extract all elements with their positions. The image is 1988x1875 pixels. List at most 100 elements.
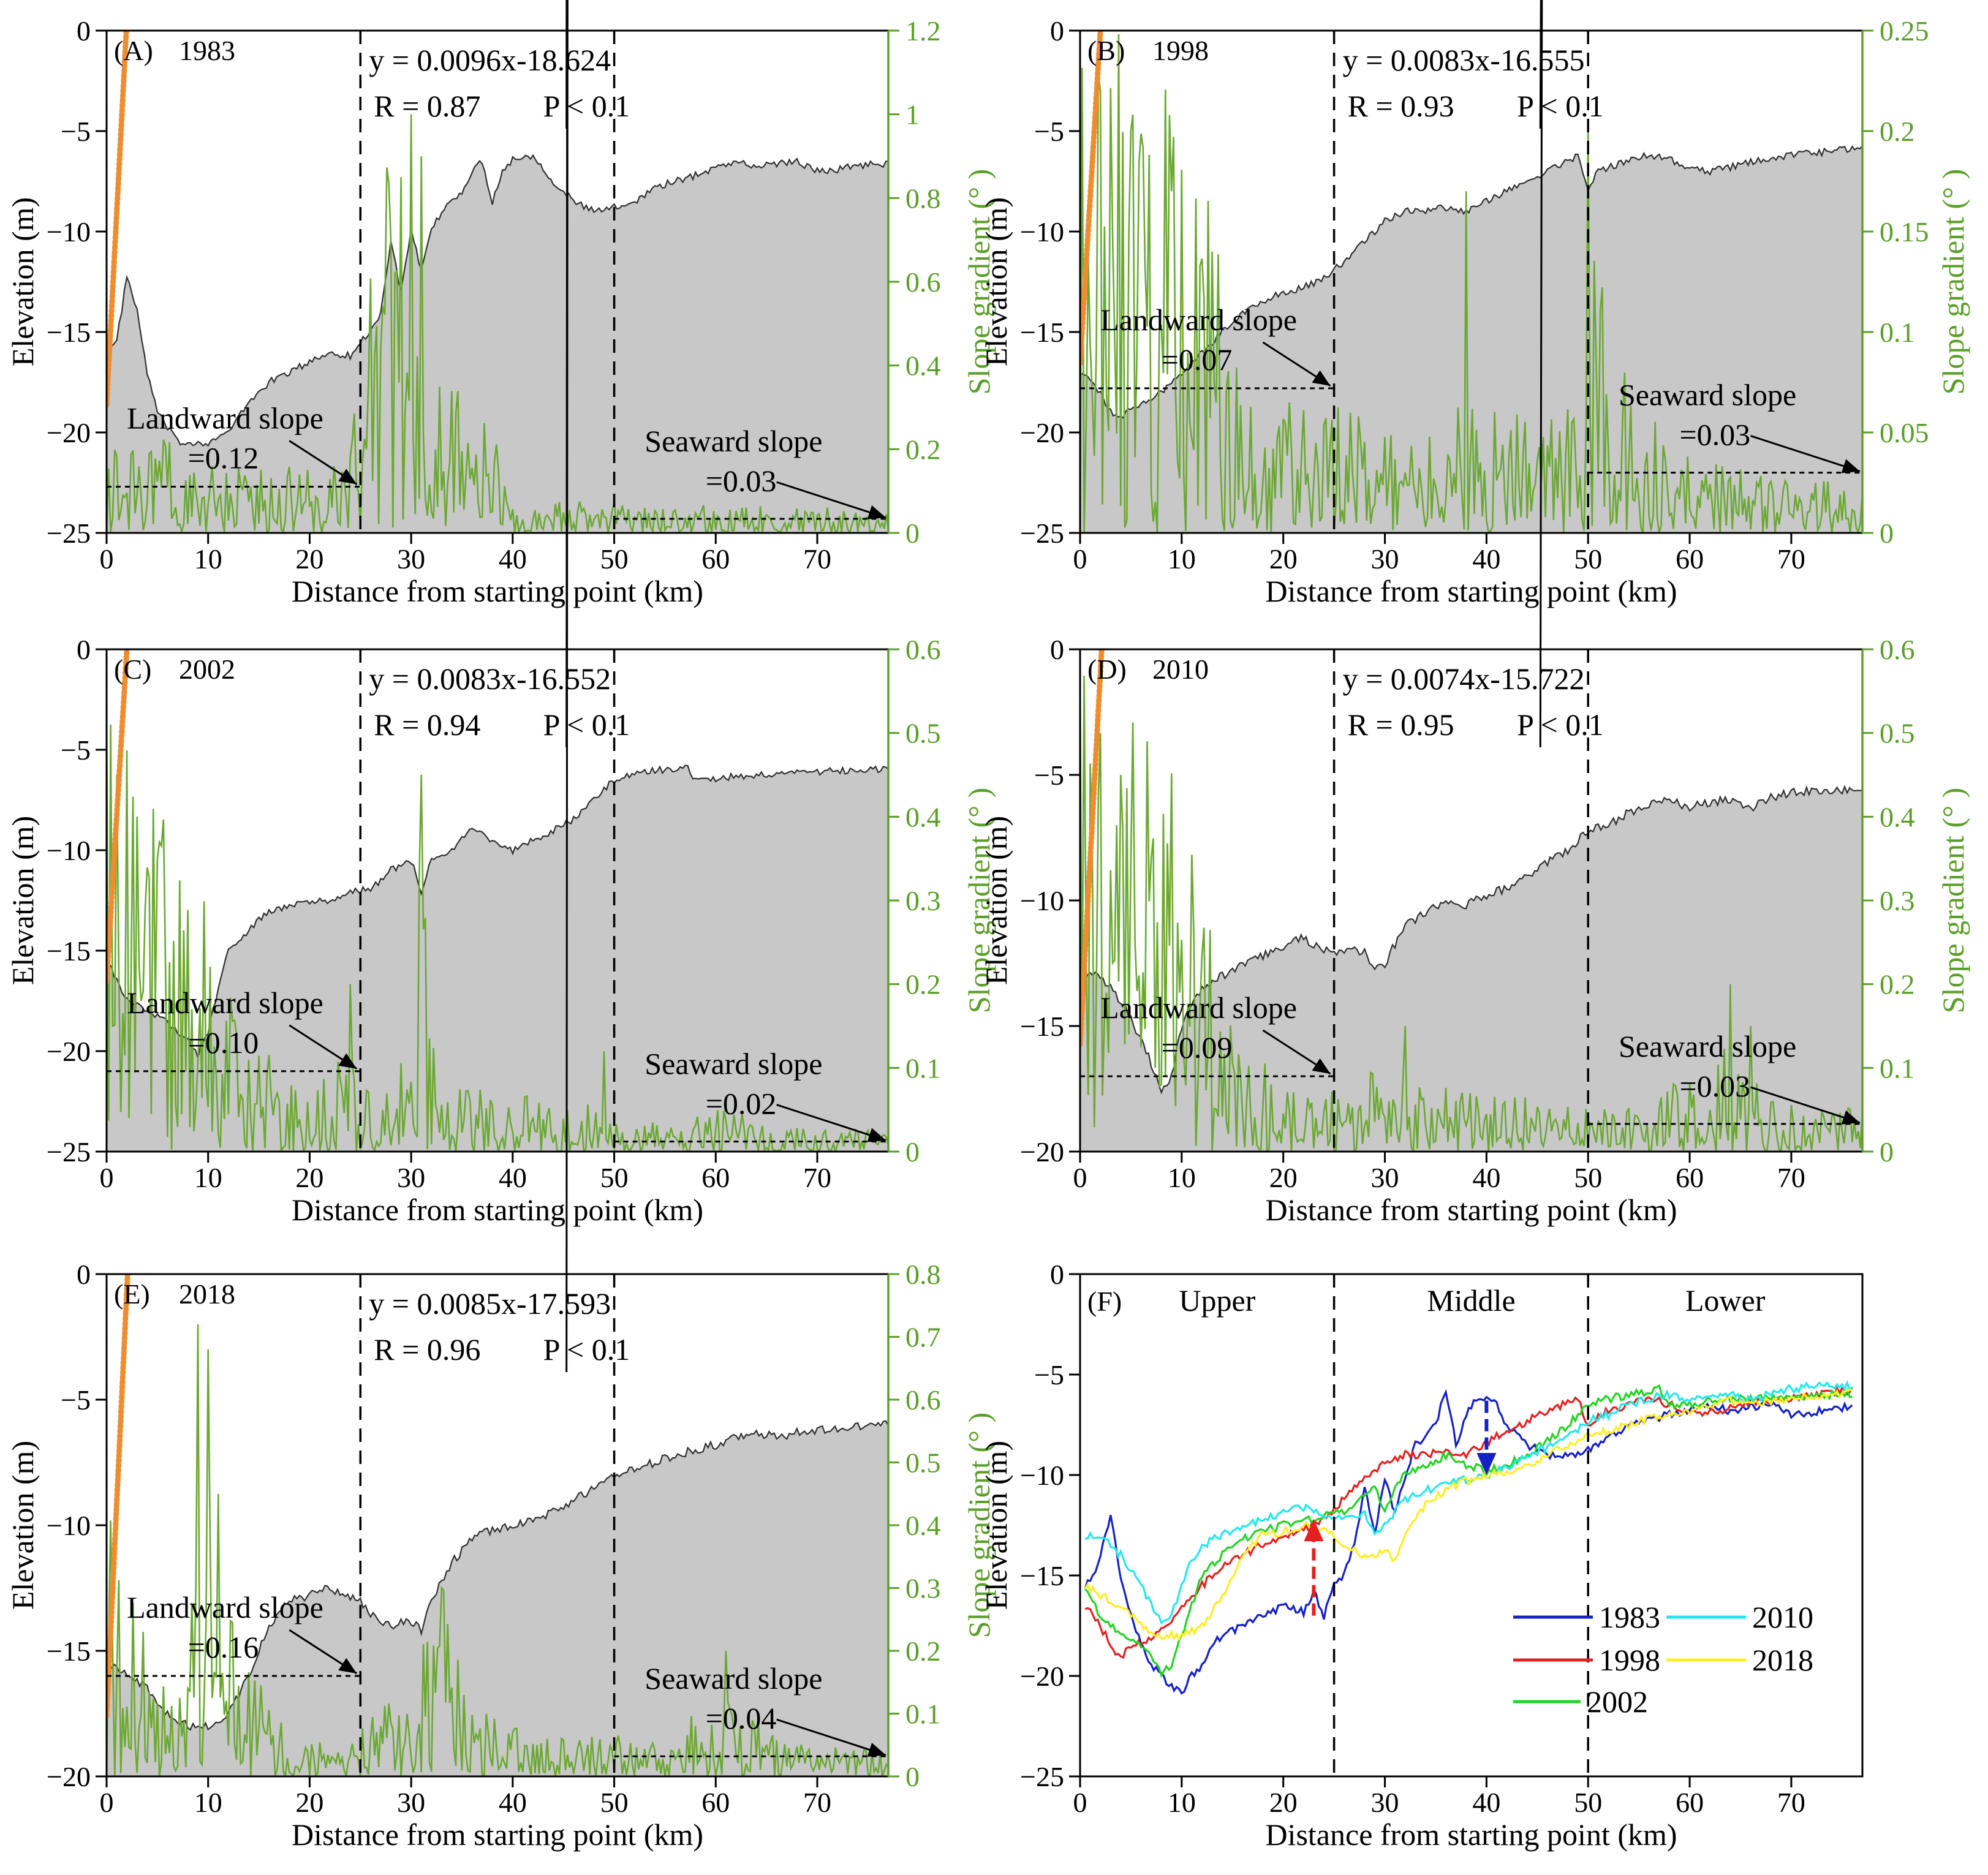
- y-tick-label: −25: [1020, 1761, 1064, 1792]
- x-tick-label: 70: [1777, 1162, 1805, 1193]
- x-tick-label: 70: [803, 1162, 831, 1193]
- y2-tick-label: 0.4: [905, 350, 941, 382]
- y-tick-label: −20: [47, 1036, 91, 1067]
- y2-tick-label: 0.2: [905, 969, 941, 1000]
- regression-equation: y = 0.0083x-16.552: [369, 662, 611, 696]
- slope-gradient-line: [1080, 676, 1862, 1152]
- x-tick-label: 50: [600, 1162, 629, 1193]
- y-tick-label: −20: [1020, 1661, 1064, 1692]
- y-tick-label: −15: [47, 317, 91, 348]
- y2-tick-label: 0.4: [1880, 801, 1915, 832]
- y2-axis-label: Slope gradient (° ): [962, 169, 996, 395]
- y-tick-label: −5: [61, 1384, 91, 1416]
- landward-arrow-head: [338, 469, 357, 485]
- seaward-slope-title: Seaward slope: [644, 1047, 822, 1081]
- seaward-slope-value: =0.03: [1679, 1069, 1750, 1103]
- y-tick-label: 0: [77, 634, 91, 665]
- elevation-area: [107, 1420, 888, 1776]
- seaward-arrow: [1750, 1086, 1861, 1124]
- y2-axis-label: Slope gradient (° ): [962, 788, 996, 1014]
- panel-label: (D): [1087, 654, 1127, 685]
- y2-tick-label: 0.5: [905, 718, 941, 749]
- y2-tick-label: 0.8: [905, 183, 941, 214]
- y-tick-label: 0: [77, 1259, 91, 1290]
- seaward-arrow: [776, 1104, 886, 1142]
- landward-arrow-head: [1312, 370, 1331, 386]
- slope-gradient-line: [107, 1324, 888, 1776]
- x-axis-label: Distance from starting point (km): [1265, 574, 1677, 608]
- x-tick-label: 50: [600, 543, 629, 575]
- panel-a: 0 10 20 30 40 50 60 70 0 −5 −10 −15 −20 −25 0 0.2 0.4 0.6…: [6, 0, 996, 608]
- regression-p: P < 0.1: [1517, 707, 1604, 742]
- regression-p: P < 0.1: [543, 89, 630, 123]
- x-tick-label: 10: [1168, 543, 1196, 575]
- plot-area: [1080, 31, 1862, 533]
- regression-p: P < 0.1: [543, 707, 630, 742]
- y-axis-label: Elevation (m): [979, 816, 1013, 985]
- y2-tick-label: 0.1: [905, 1699, 941, 1730]
- panel-b: 0 10 20 30 40 50 60 70 0 −5 −10 −15 −20 −25 0 0.05 0.1 0.…: [979, 0, 1970, 608]
- x-tick-label: 50: [1574, 1162, 1602, 1193]
- landward-slope-title: Landward slope: [127, 401, 323, 436]
- x-tick-label: 20: [1269, 543, 1298, 575]
- arrow_up-head: [1304, 1519, 1324, 1542]
- plot-frame: [1079, 1273, 1864, 1778]
- y2-axis-label: Slope gradient (° ): [1936, 788, 1970, 1014]
- x-tick-label: 60: [701, 1162, 730, 1193]
- x-axis-label: Distance from starting point (km): [292, 574, 703, 608]
- x-tick-label: 0: [100, 543, 114, 575]
- x-axis-label: Distance from starting point (km): [292, 1817, 703, 1852]
- y2-tick-label: 0.6: [905, 266, 941, 298]
- y2-tick-label: 0.6: [1880, 634, 1915, 665]
- x-tick-label: 60: [1676, 1162, 1704, 1193]
- x-axis-label: Distance from starting point (km): [292, 1193, 703, 1227]
- y2-tick-label: 0.2: [905, 1635, 941, 1667]
- y2-axis-label: Slope gradient (° ): [962, 1413, 996, 1639]
- y-tick-label: −25: [47, 518, 91, 549]
- slope-gradient-line: [1080, 34, 1862, 533]
- seaward-slope-title: Seaward slope: [1619, 378, 1796, 412]
- arrow_down-head: [1476, 1453, 1497, 1475]
- y2-tick-label: 0.2: [1880, 116, 1915, 147]
- x-tick-label: 10: [194, 1787, 222, 1818]
- landward-arrow-head: [338, 1658, 357, 1673]
- y-tick-label: −25: [1020, 518, 1064, 549]
- x-tick-label: 70: [1777, 1787, 1805, 1818]
- y2-tick-label: 0.15: [1880, 216, 1929, 247]
- y-tick-label: −5: [61, 116, 91, 147]
- y-axis-label: Elevation (m): [6, 1441, 40, 1610]
- y-tick-label: −10: [47, 216, 91, 247]
- x-tick-label: 0: [1073, 1787, 1087, 1818]
- seaward-slope-title: Seaward slope: [1619, 1029, 1796, 1063]
- panel-year: 2018: [179, 1278, 235, 1310]
- regression-r: R = 0.93: [1348, 89, 1454, 123]
- x-tick-label: 40: [499, 543, 527, 575]
- legend-label-2018: 2018: [1752, 1643, 1813, 1677]
- y2-tick-label: 1.2: [905, 15, 941, 47]
- x-tick-label: 30: [397, 543, 425, 575]
- y2-tick-label: 0: [1880, 1136, 1894, 1168]
- plot-area: [1080, 649, 1862, 1152]
- x-tick-label: 10: [1168, 1162, 1196, 1193]
- landward-slope-value: =0.10: [188, 1025, 259, 1060]
- landward-slope-title: Landward slope: [127, 986, 323, 1020]
- y2-tick-label: 0.3: [1880, 885, 1915, 916]
- landward-slope-value: =0.16: [188, 1630, 259, 1664]
- elevation-area: [107, 765, 888, 1152]
- y-tick-label: −15: [47, 935, 91, 967]
- x-tick-label: 20: [295, 1162, 323, 1193]
- y2-tick-label: 0.3: [905, 1573, 941, 1604]
- y-tick-label: −5: [1034, 116, 1064, 147]
- legend-label-1998: 1998: [1599, 1643, 1660, 1677]
- panel-e: 0 10 20 30 40 50 60 70 0 −5 −10 −15 −20 0 0.1 0.2 0.3 0.4…: [6, 0, 996, 1852]
- panel-label: (C): [114, 654, 151, 685]
- x-tick-label: 40: [1472, 1162, 1500, 1193]
- panel-year: 1983: [179, 35, 235, 66]
- x-axis-label: Distance from starting point (km): [1265, 1817, 1677, 1852]
- elevation-area: [107, 155, 888, 533]
- y2-tick-label: 0: [1880, 518, 1894, 549]
- panel-f: 0 10 20 30 40 50 60 70 0 −5 −10 −15 −20 −25 Distance f…: [979, 1259, 1864, 1852]
- landward-slope-title: Landward slope: [1100, 990, 1297, 1025]
- y-tick-label: −15: [1020, 317, 1064, 348]
